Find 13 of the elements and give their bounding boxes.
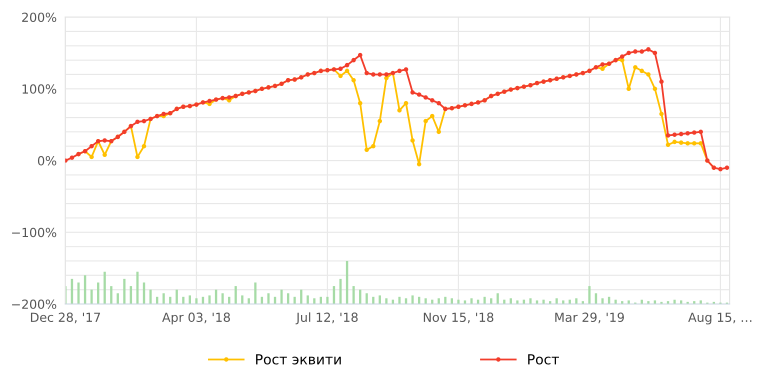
- x-tick-label: Apr 03, '18: [162, 312, 230, 324]
- x-tick-label: Nov 15, '18: [424, 312, 494, 324]
- y-tick-label: 0%: [38, 156, 56, 166]
- y-tick-label: −100%: [12, 228, 56, 238]
- x-tick-label: Aug 15, …: [688, 312, 752, 324]
- y-tick-label: −200%: [12, 299, 56, 309]
- y-tick-label: 200%: [22, 12, 56, 22]
- legend-label: Рост: [528, 354, 559, 365]
- x-tick-label: Dec 28, '17: [30, 312, 100, 324]
- y-tick-label: 100%: [22, 84, 56, 94]
- legend-label: Рост эквити: [256, 354, 341, 365]
- x-tick-label: Mar 29, '19: [555, 312, 624, 324]
- x-tick-label: Jul 12, '18: [296, 312, 358, 324]
